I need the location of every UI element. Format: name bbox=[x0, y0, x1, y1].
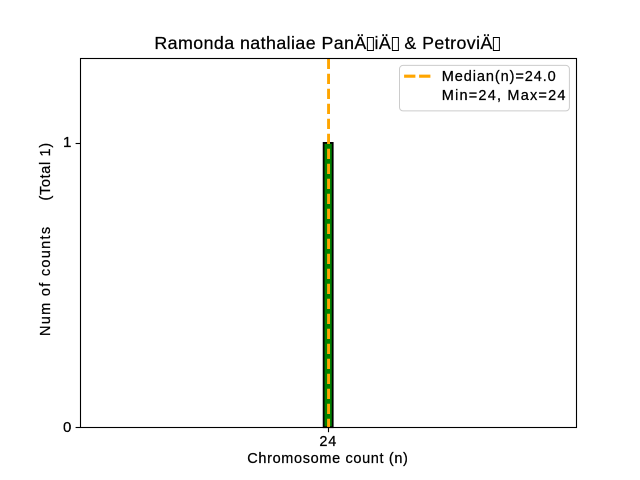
svg-text:Num of counts(Total 1): Num of counts(Total 1) bbox=[38, 142, 54, 336]
